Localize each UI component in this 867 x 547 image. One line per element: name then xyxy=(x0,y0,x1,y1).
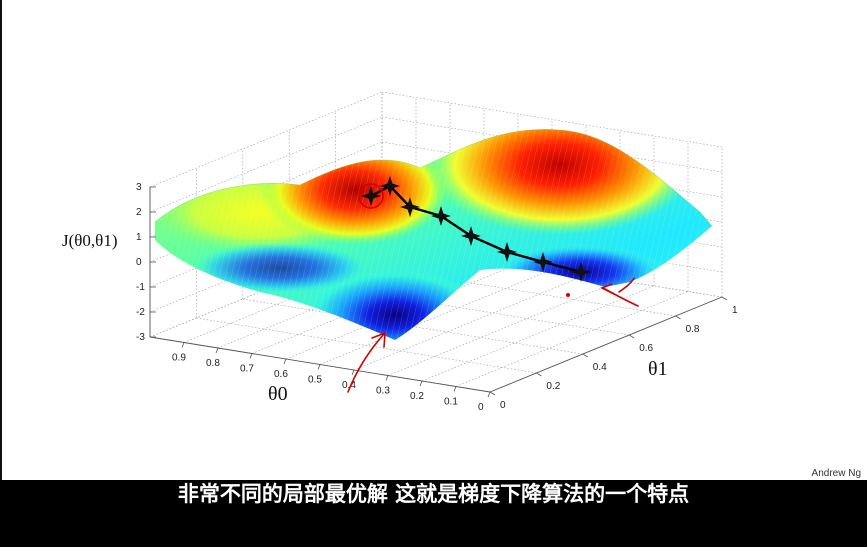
theta0-axis-label: θ0 xyxy=(268,383,288,405)
descent-path-line xyxy=(370,184,582,274)
descent-step-marker xyxy=(571,262,591,282)
descent-step-marker xyxy=(380,176,400,196)
annotation-arrowhead-left xyxy=(371,331,386,348)
z-axis-ticks: 3 2 1 0 -1 -2 -3 xyxy=(136,182,156,343)
theta1-axis-label: θ1 xyxy=(648,358,668,380)
theta1-tick-mark xyxy=(582,353,589,358)
theta0-tick-mark xyxy=(181,342,185,348)
theta0-tick-label: 0.4 xyxy=(342,380,356,391)
frame-edge xyxy=(0,0,2,480)
z-tick-label: -1 xyxy=(136,282,145,293)
theta0-tick-label: 0.6 xyxy=(274,369,288,380)
theta0-tick-label: 0.1 xyxy=(444,397,458,408)
theta1-tick-mark xyxy=(536,372,542,377)
theta1-tick-label: 0 xyxy=(500,400,506,411)
descent-step-marker xyxy=(361,186,381,206)
theta0-axis-ticks: 0.9 0.8 0.7 0.6 0.5 0.4 0.3 0.2 0.1 0 xyxy=(172,342,491,413)
subtitle-text: 非常不同的局部最优解 这就是梯度下降算法的一个特点 xyxy=(177,482,690,506)
z-axis-label: J(θ0,θ1) xyxy=(62,231,117,250)
theta1-tick-mark xyxy=(489,391,496,396)
annotation-mark-right xyxy=(618,277,635,293)
theta0-tick-mark xyxy=(351,369,355,376)
grid-line xyxy=(421,285,655,382)
theta0-tick-mark xyxy=(453,386,457,392)
theta0-tick-mark xyxy=(385,375,389,381)
annotation-arrow-left xyxy=(347,333,385,393)
theta0-tick-mark xyxy=(487,391,491,398)
theta1-tick-mark xyxy=(721,296,728,301)
theta1-tick-label: 0.8 xyxy=(686,324,700,335)
theta1-tick-label: 1 xyxy=(732,305,738,316)
theta0-tick-label: 0.9 xyxy=(172,353,186,364)
annotation-arrowhead-right xyxy=(600,283,615,295)
theta0-tick-label: 0.3 xyxy=(376,386,390,397)
start-point-circle xyxy=(358,183,384,209)
theta1-tick-label: 0.2 xyxy=(546,381,560,392)
axis-edge xyxy=(489,296,723,393)
theta0-tick-mark xyxy=(419,380,423,387)
theta1-tick-label: 0.4 xyxy=(593,362,607,373)
theta1-axis-ticks: 0 0.2 0.4 0.6 0.8 1 xyxy=(489,296,738,411)
theta0-tick-label: 0.5 xyxy=(308,375,322,386)
z-tick-label: 0 xyxy=(136,257,142,268)
annotation-dot xyxy=(565,292,570,297)
theta0-tick-label: 0.7 xyxy=(240,364,254,375)
z-tick-label: 1 xyxy=(136,232,142,243)
surface-plot: 3 2 1 0 -1 -2 -3 0.9 0.8 0.7 0.6 0.5 0.4 0.3 0.2 0.1 0 … xyxy=(62,91,738,413)
theta0-tick-label: 0.2 xyxy=(410,391,424,402)
theta0-tick-mark xyxy=(283,358,287,365)
theta0-tick-mark xyxy=(317,364,321,370)
credit-label: Andrew Ng xyxy=(811,468,861,479)
z-tick-label: 2 xyxy=(136,207,142,218)
theta0-tick-mark xyxy=(215,347,219,354)
theta1-tick-mark xyxy=(675,315,681,320)
theta0-tick-label: 0 xyxy=(478,402,484,413)
z-tick-label: 3 xyxy=(136,182,142,193)
theta1-tick-label: 0.6 xyxy=(639,343,653,354)
z-tick-label: -2 xyxy=(136,307,145,318)
descent-step-marker xyxy=(400,197,420,217)
descent-step-marker xyxy=(461,226,481,246)
z-tick-label: -3 xyxy=(136,332,145,343)
theta0-tick-mark xyxy=(249,353,253,359)
hand-annotations xyxy=(347,277,639,393)
descent-step-marker xyxy=(431,206,451,226)
cost-surface xyxy=(155,129,712,340)
gradient-descent-path xyxy=(358,176,591,282)
descent-step-marker xyxy=(533,252,553,272)
grid-line xyxy=(381,91,723,148)
subtitle-bar xyxy=(0,480,867,547)
theta1-tick-mark xyxy=(628,334,635,339)
descent-step-marker xyxy=(497,242,517,262)
theta0-tick-label: 0.8 xyxy=(206,358,220,369)
